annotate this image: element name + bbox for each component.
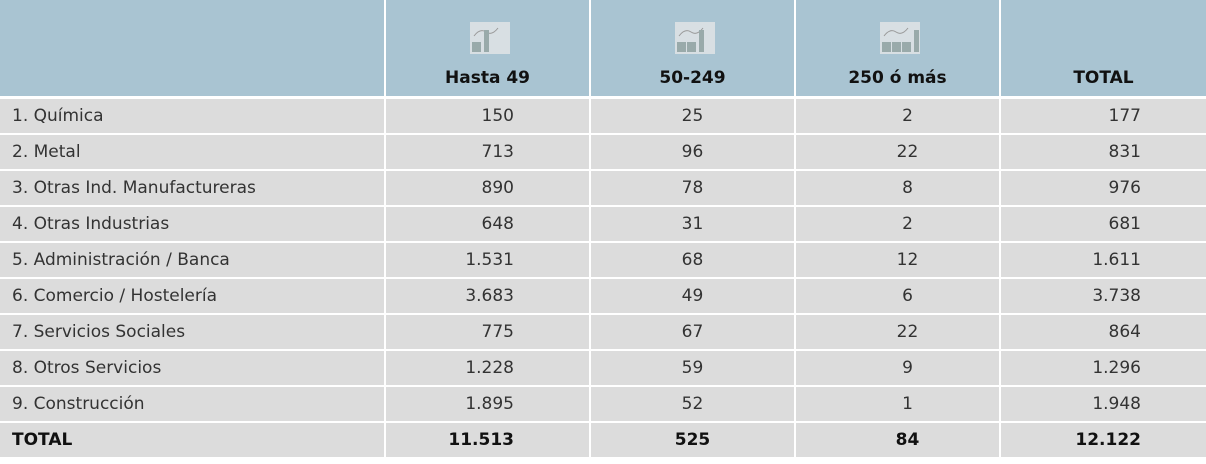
value-cell: 1 [796,387,999,421]
value-cell: 25 [591,99,794,133]
value-cell: 2 [796,207,999,241]
value-cell: 3.683 [386,279,589,313]
row-label: 3. Otras Ind. Manufactureras [0,171,384,205]
value-cell: 648 [386,207,589,241]
value-cell: 22 [796,135,999,169]
value-cell: 1.228 [386,351,589,385]
value-cell: 9 [796,351,999,385]
row-label: TOTAL [0,423,384,457]
column-header: TOTAL [1001,0,1206,96]
value-cell: 1.895 [386,387,589,421]
value-cell: 713 [386,135,589,169]
row-label: 7. Servicios Sociales [0,315,384,349]
value-cell: 890 [386,171,589,205]
value-cell: 68 [591,243,794,277]
value-cell: 150 [386,99,589,133]
value-cell: 3.738 [1001,279,1206,313]
row-label: 6. Comercio / Hostelería [0,279,384,313]
value-cell: 67 [591,315,794,349]
factory-icon [674,22,715,54]
value-cell: 1.611 [1001,243,1206,277]
value-cell: 681 [1001,207,1206,241]
row-label: 9. Construcción [0,387,384,421]
value-cell: 1.531 [386,243,589,277]
value-cell: 59 [591,351,794,385]
value-cell: 525 [591,423,794,457]
header-cell [0,0,384,96]
value-cell: 96 [591,135,794,169]
value-cell: 22 [796,315,999,349]
value-cell: 976 [1001,171,1206,205]
value-cell: 177 [1001,99,1206,133]
value-cell: 864 [1001,315,1206,349]
value-cell: 12.122 [1001,423,1206,457]
value-cell: 49 [591,279,794,313]
value-cell: 831 [1001,135,1206,169]
value-cell: 775 [386,315,589,349]
value-cell: 2 [796,99,999,133]
value-cell: 12 [796,243,999,277]
value-cell: 78 [591,171,794,205]
row-label: 8. Otros Servicios [0,351,384,385]
row-label: 2. Metal [0,135,384,169]
value-cell: 52 [591,387,794,421]
value-cell: 31 [591,207,794,241]
column-header: Hasta 49 [386,0,589,96]
row-label: 4. Otras Industrias [0,207,384,241]
factory-icon [879,22,920,54]
factory-icon [469,22,510,54]
value-cell: 1.948 [1001,387,1206,421]
value-cell: 11.513 [386,423,589,457]
value-cell: 8 [796,171,999,205]
value-cell: 84 [796,423,999,457]
row-label: 5. Administración / Banca [0,243,384,277]
row-label: 1. Química [0,99,384,133]
value-cell: 1.296 [1001,351,1206,385]
value-cell: 6 [796,279,999,313]
